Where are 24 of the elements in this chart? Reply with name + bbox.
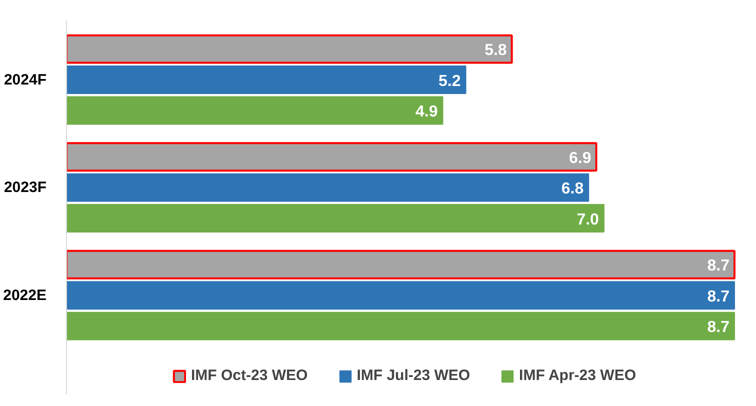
data-label: 5.8 [484,42,507,60]
data-label: 7.0 [576,211,600,228]
legend-label: IMF Apr-23 WEO [519,367,636,384]
data-label: 8.7 [707,258,730,275]
legend-label: IMF Oct-23 WEO [191,367,308,384]
data-label: 4.9 [415,103,438,120]
data-label: 6.9 [569,150,592,167]
y-tick-label: 2023F [4,179,47,196]
legend-label: IMF Jul-23 WEO [356,367,470,384]
data-label: 8.7 [707,288,730,306]
bar [66,204,604,233]
y-tick-label: 2024F [4,71,47,88]
bar [66,96,444,125]
data-label: 8.7 [707,319,730,336]
bar [66,281,735,310]
bar [66,142,598,172]
bar [66,312,735,340]
bar [66,250,736,280]
y-tick-label: 2022E [3,286,46,304]
bar [66,66,466,94]
bar [66,173,590,202]
data-label: 6.8 [561,180,584,198]
data-label: 5.2 [438,72,461,90]
bar [66,34,513,64]
